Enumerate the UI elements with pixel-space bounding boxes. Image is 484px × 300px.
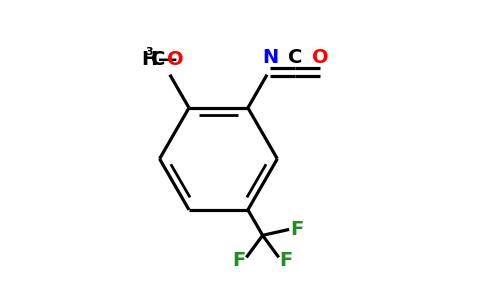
- Text: F: F: [232, 251, 246, 270]
- Text: F: F: [280, 251, 293, 270]
- Text: C: C: [151, 50, 165, 69]
- Text: N: N: [262, 48, 278, 67]
- Text: 3: 3: [145, 47, 153, 57]
- Text: O: O: [167, 50, 184, 69]
- Text: H: H: [141, 50, 157, 69]
- Text: F: F: [290, 220, 303, 239]
- Text: O: O: [312, 48, 328, 67]
- Text: C: C: [288, 48, 302, 67]
- Text: —: —: [158, 50, 177, 69]
